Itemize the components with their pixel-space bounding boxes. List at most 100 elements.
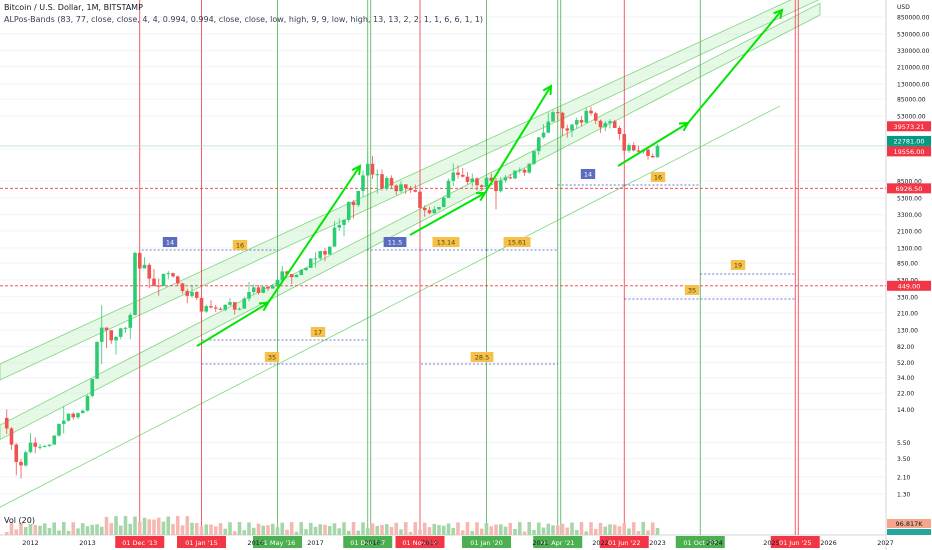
volume-bar <box>494 524 498 535</box>
volume-bar <box>536 522 541 535</box>
volume-bar <box>23 527 28 535</box>
candle-body <box>342 219 346 225</box>
y-tick-label: 52.00 <box>897 360 914 367</box>
candle-body <box>375 174 380 176</box>
x-marker-badge <box>177 536 226 548</box>
x-tick-label: 2022 <box>592 539 609 547</box>
y-tick-label: 3300.00 <box>897 212 922 219</box>
x-tick-label: 2013 <box>79 539 96 547</box>
volume-bar <box>256 523 261 535</box>
candle-body <box>608 121 612 124</box>
volume-bar <box>4 532 9 535</box>
candle-body <box>128 314 133 328</box>
candle-body <box>23 452 28 466</box>
measure-tag-label: 14 <box>166 239 174 247</box>
measure-tag <box>264 352 280 362</box>
candle-body <box>213 307 218 309</box>
volume-bar <box>61 522 66 535</box>
candle-body <box>38 446 42 448</box>
measure-tag-label: 16 <box>654 174 662 182</box>
candle-body <box>646 149 650 156</box>
candle-body <box>508 177 513 179</box>
volume-bar <box>399 529 403 535</box>
volume-bar <box>579 522 584 535</box>
candle-body <box>332 227 337 247</box>
y-tick-label: 130.00 <box>897 327 918 334</box>
candle-body <box>71 413 76 418</box>
candle-body <box>399 184 403 192</box>
volume-bar <box>209 524 213 535</box>
volume-bar <box>356 530 361 535</box>
volume-bar <box>275 527 280 535</box>
price-label: 22781.00 <box>893 137 924 145</box>
candle-body <box>19 461 23 466</box>
x-tick-label: 2012 <box>22 539 39 547</box>
measure-tag-label: 13.14 <box>437 239 456 247</box>
volume-bar <box>451 527 456 535</box>
candle-body <box>365 163 370 176</box>
candles <box>4 106 660 479</box>
volume-bar <box>232 531 237 535</box>
candle-body <box>194 291 199 298</box>
volume-bar <box>484 523 489 535</box>
candle-body <box>185 291 190 296</box>
x-marker-label: 01 Dec '17 <box>350 539 385 547</box>
y-tick-label: 2100.00 <box>897 228 922 235</box>
y-tick-label: 530000.00 <box>897 31 930 38</box>
candle-body <box>361 175 365 191</box>
candle-body <box>123 327 128 329</box>
candle-body <box>451 172 456 181</box>
volume-bar <box>285 529 289 535</box>
volume-bar <box>375 525 380 535</box>
x-tick-label: 2024 <box>706 539 723 547</box>
measure-tag-label: 15.61 <box>508 239 527 247</box>
candle-body <box>574 120 579 125</box>
candle-body <box>418 191 422 208</box>
x-tick-label: 2027 <box>877 539 894 547</box>
candle-body <box>190 291 194 296</box>
volume-bar <box>394 522 399 535</box>
x-marker-badge <box>599 536 649 548</box>
candle-body <box>137 252 142 269</box>
candle-body <box>565 128 570 131</box>
channel-band-2 <box>0 2 821 440</box>
measure-tag <box>310 327 326 337</box>
price-label-badge <box>887 135 931 146</box>
candle-body <box>66 413 71 421</box>
price-label: 6926.50 <box>896 185 923 193</box>
volume-bars <box>4 516 660 535</box>
volume-bar <box>351 522 356 535</box>
measure-tag <box>432 237 460 247</box>
y-tick-label: 130000.00 <box>897 81 930 88</box>
volume-bar <box>522 531 527 535</box>
volume-bar <box>365 528 370 535</box>
y-tick-label: 3.50 <box>897 456 911 463</box>
measure-tag-label: 35 <box>268 354 276 362</box>
candle-body <box>266 286 270 289</box>
candle-body <box>546 121 551 133</box>
volume-bar <box>308 522 313 535</box>
volume-bar <box>194 523 199 535</box>
volume-bar <box>247 522 251 535</box>
volume-bar <box>76 528 80 535</box>
volume-bar <box>318 524 323 535</box>
candle-body <box>161 273 166 286</box>
volume-bar <box>532 529 536 535</box>
volume-bar <box>650 522 655 535</box>
volume-bar <box>294 531 299 535</box>
volume-bar <box>513 528 517 535</box>
volume-bar <box>541 527 546 535</box>
candle-body <box>261 286 266 293</box>
volume-bar <box>270 523 275 535</box>
volume-bar <box>104 516 109 535</box>
projection-arrow <box>484 85 552 194</box>
candle-body <box>247 292 251 299</box>
candle-body <box>384 178 389 189</box>
candle-body <box>4 417 9 429</box>
volume-bar <box>570 522 574 535</box>
candle-body <box>175 276 180 284</box>
candle-body <box>570 124 574 131</box>
candle-body <box>304 267 308 270</box>
